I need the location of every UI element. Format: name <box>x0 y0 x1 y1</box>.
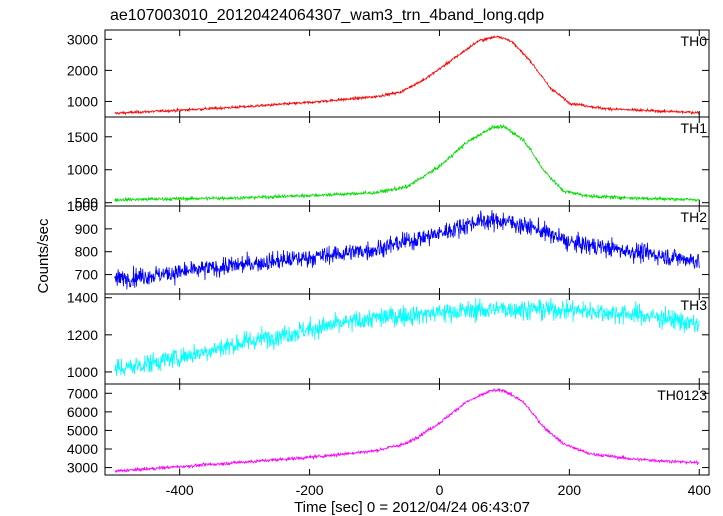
y-tick-label: 1200 <box>67 327 98 343</box>
y-tick-label: 500 <box>75 195 99 211</box>
y-tick-label: 1000 <box>67 93 98 109</box>
x-axis: -400 -200 0 200 400 <box>166 482 711 498</box>
series-th0-line <box>114 34 700 116</box>
panel-label-th0123: TH0123 <box>657 387 707 403</box>
y-tick-label: 2000 <box>67 62 98 78</box>
y-tick-label: 4000 <box>67 441 98 457</box>
y-tick-label: 1500 <box>67 129 98 145</box>
series-th2-line <box>114 209 700 290</box>
series-th3-line <box>114 297 700 377</box>
y-tick-label: 3000 <box>67 31 98 47</box>
panel-th2: 700 800 900 1000 TH2 <box>67 198 710 295</box>
panel-label-th1: TH1 <box>681 120 708 136</box>
x-tick-label: -400 <box>166 482 194 498</box>
panel-th0: 1000 2000 3000 TH0 <box>67 29 710 118</box>
y-axis-label: Counts/sec <box>35 218 52 294</box>
x-tick-label: 0 <box>436 482 444 498</box>
x-tick-label: -200 <box>296 482 324 498</box>
y-tick-label: 900 <box>75 221 99 237</box>
panel-frame <box>104 116 710 207</box>
panel-frame <box>104 205 710 295</box>
x-tick-label: 200 <box>558 482 582 498</box>
chart-title: ae107003010_20120424064307_wam3_trn_4ban… <box>110 7 544 24</box>
y-tick-label: 1000 <box>67 162 98 178</box>
panel-frame <box>104 383 710 476</box>
y-tick-label: 3000 <box>67 460 98 476</box>
y-tick-label: 6000 <box>67 404 98 420</box>
series-th1-line <box>114 123 700 203</box>
x-axis-label: Time [sec] 0 = 2012/04/24 06:43:07 <box>294 499 530 516</box>
y-tick-label: 1000 <box>67 364 98 380</box>
y-tick-label: 5000 <box>67 422 98 438</box>
panel-label-th3: TH3 <box>681 297 708 313</box>
panel-frame <box>104 293 710 385</box>
y-tick-label: 1000 <box>67 198 98 214</box>
panel-label-th2: TH2 <box>681 209 708 225</box>
y-tick-label: 700 <box>75 267 99 283</box>
x-tick-label: 400 <box>688 482 712 498</box>
y-tick-label: 1400 <box>67 290 98 306</box>
panel-label-th0: TH0 <box>681 33 708 49</box>
panel-frame <box>104 29 710 118</box>
panel-th0123: 3000 4000 5000 6000 7000 TH0123 <box>67 383 710 476</box>
panel-th3: 1000 1200 1400 TH3 <box>67 290 710 385</box>
y-tick-label: 7000 <box>67 385 98 401</box>
y-tick-label: 800 <box>75 244 99 260</box>
series-th0123-line <box>114 387 700 473</box>
